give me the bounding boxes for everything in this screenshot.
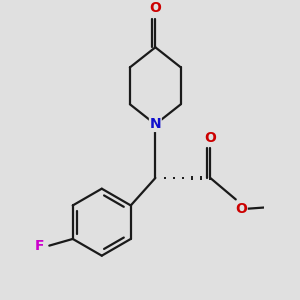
Text: O: O [149, 2, 161, 16]
Text: F: F [34, 238, 44, 253]
Text: O: O [204, 131, 216, 145]
Text: N: N [149, 117, 161, 131]
Text: O: O [235, 202, 247, 216]
